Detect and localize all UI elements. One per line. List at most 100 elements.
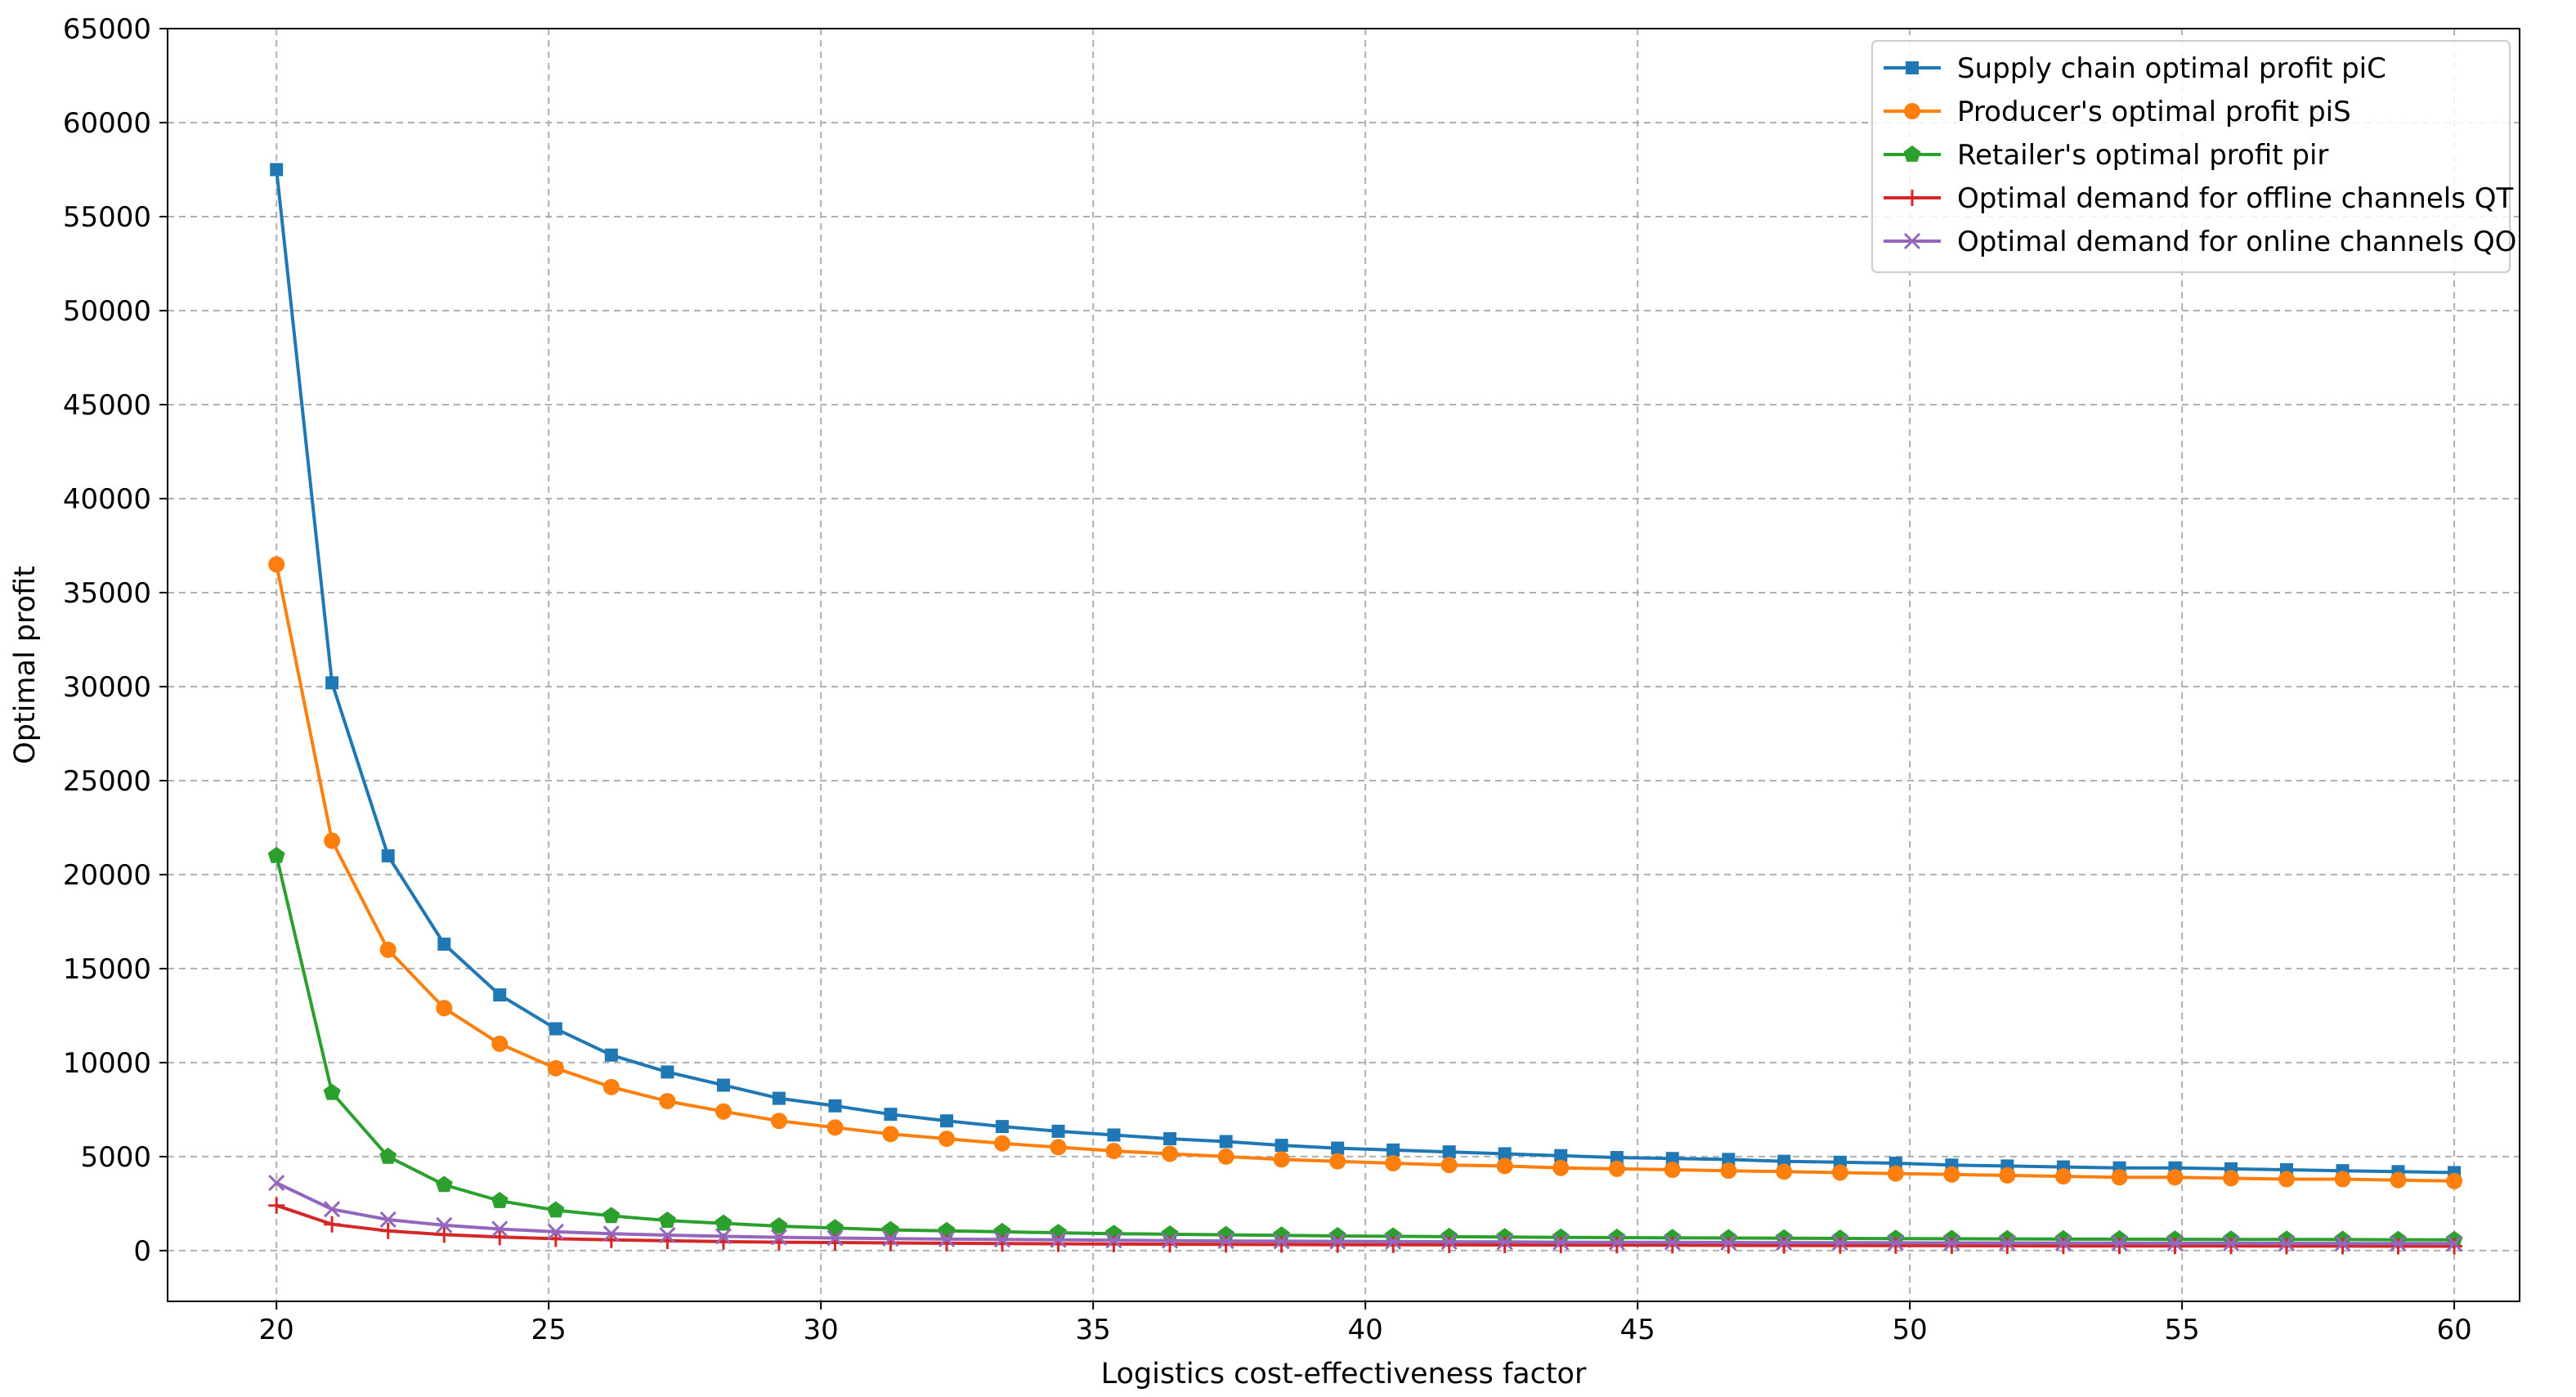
plot-frame <box>167 28 2520 1302</box>
data-point <box>1496 1228 1514 1245</box>
data-point <box>1608 1160 1625 1177</box>
data-point <box>993 1135 1010 1152</box>
data-point <box>1943 1234 1960 1251</box>
data-point <box>1831 1234 1848 1251</box>
data-point <box>437 938 451 951</box>
data-point <box>2166 1234 2184 1251</box>
data-point <box>827 1229 844 1247</box>
data-point <box>1720 1234 1737 1251</box>
data-point <box>1664 1234 1681 1251</box>
legend-entry-label: Optimal demand for offline channels QT <box>1957 182 2513 215</box>
series-5 <box>268 1175 2463 1252</box>
data-point <box>547 1059 564 1077</box>
legend-entry-label: Supply chain optimal profit piC <box>1957 52 2386 85</box>
data-point <box>1217 1232 1234 1250</box>
y-tick-label: 50000 <box>63 295 151 328</box>
y-tick-label: 10000 <box>63 1047 151 1080</box>
data-point <box>1387 1143 1400 1157</box>
data-point <box>1887 1165 1904 1182</box>
data-point <box>659 1226 676 1244</box>
y-tick-label: 25000 <box>63 765 151 798</box>
x-axis-ticks: 20 25 30 35 40 45 50 55 60 <box>259 1301 2472 1346</box>
y-axis-ticks: 0 5000 10000 15000 20000 25000 30000 35000 40000… <box>63 13 168 1268</box>
data-point <box>938 1230 956 1247</box>
series-layer <box>267 163 2463 1255</box>
data-point <box>993 1231 1011 1248</box>
data-point <box>2446 1238 2463 1255</box>
y-tick-label: 20000 <box>63 859 151 892</box>
data-point <box>1385 1233 1402 1250</box>
data-point <box>1776 1163 1793 1180</box>
data-point <box>379 1211 396 1229</box>
legend-marker <box>1904 190 1920 206</box>
data-point <box>436 1226 453 1243</box>
data-point <box>1275 1139 1288 1153</box>
legend: Supply chain optimal profit piC Producer'… <box>1871 40 2516 273</box>
series-line <box>276 1181 2455 1246</box>
data-point <box>715 1103 732 1120</box>
data-point <box>1776 1234 1793 1251</box>
y-tick-label: 60000 <box>63 107 151 140</box>
y-tick-label: 40000 <box>63 483 151 516</box>
data-point <box>1219 1135 1233 1148</box>
data-point <box>324 1201 341 1218</box>
data-point <box>1552 1237 1570 1254</box>
data-point <box>1273 1233 1290 1250</box>
data-point <box>1161 1232 1179 1249</box>
data-point <box>1442 1145 1456 1159</box>
x-tick-label: 30 <box>804 1314 839 1346</box>
data-point <box>379 1147 397 1164</box>
series-2 <box>268 556 2463 1189</box>
data-point <box>827 1219 844 1236</box>
data-point <box>435 1175 453 1193</box>
data-point <box>323 1083 341 1100</box>
y-axis-label: Optimal profit <box>9 566 42 764</box>
data-point <box>2223 1170 2240 1187</box>
data-point <box>2390 1171 2407 1189</box>
data-point <box>1776 1237 1793 1254</box>
data-point <box>1999 1234 2016 1251</box>
data-point <box>325 676 339 690</box>
data-point <box>1273 1236 1290 1253</box>
data-point <box>1440 1157 1458 1174</box>
y-tick-label: 45000 <box>63 389 151 422</box>
data-point <box>1999 1166 2016 1184</box>
data-point <box>884 1108 898 1122</box>
data-point <box>827 1119 844 1136</box>
data-point <box>995 1120 1009 1134</box>
data-point <box>491 1220 508 1238</box>
data-point <box>1664 1237 1681 1254</box>
data-point <box>270 163 284 177</box>
legend-entry-label: Optimal demand for online channels QO <box>1957 226 2516 258</box>
data-point <box>882 1230 899 1247</box>
data-point <box>1331 1141 1345 1155</box>
y-tick-label: 5000 <box>80 1141 151 1174</box>
data-point <box>603 1225 620 1243</box>
data-point <box>1608 1237 1625 1254</box>
legend-marker <box>1904 103 1920 119</box>
data-point <box>1162 1145 1179 1162</box>
data-point <box>1831 1164 1848 1181</box>
data-point <box>2334 1171 2351 1188</box>
y-tick-label: 15000 <box>63 953 151 986</box>
data-point <box>1385 1236 1402 1253</box>
x-tick-label: 40 <box>1348 1314 1383 1346</box>
series-line <box>275 564 2455 1183</box>
data-point <box>1608 1234 1625 1251</box>
data-point <box>658 1211 676 1228</box>
data-point <box>1162 1236 1179 1253</box>
legend-box <box>1871 40 2511 273</box>
data-point <box>2278 1238 2295 1255</box>
data-point <box>491 1192 508 1208</box>
data-point <box>267 846 285 863</box>
data-point <box>549 1022 562 1036</box>
data-point <box>2111 1169 2128 1186</box>
data-point <box>2054 1234 2072 1251</box>
legend-entry-label: Retailer's optimal profit pir <box>1957 139 2328 172</box>
data-point <box>715 1228 732 1245</box>
y-tick-label: 35000 <box>63 577 151 610</box>
data-point <box>491 1229 508 1246</box>
data-point <box>1999 1238 2016 1255</box>
data-point <box>772 1091 786 1105</box>
data-point <box>1105 1232 1122 1249</box>
